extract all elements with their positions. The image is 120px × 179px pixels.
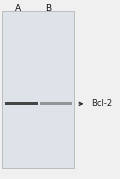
Bar	[2, 11, 74, 168]
Bar	[5, 102, 38, 105]
Text: B: B	[45, 4, 51, 13]
Text: A: A	[15, 4, 21, 13]
Text: Bcl-2: Bcl-2	[91, 99, 112, 108]
Bar	[40, 102, 72, 105]
